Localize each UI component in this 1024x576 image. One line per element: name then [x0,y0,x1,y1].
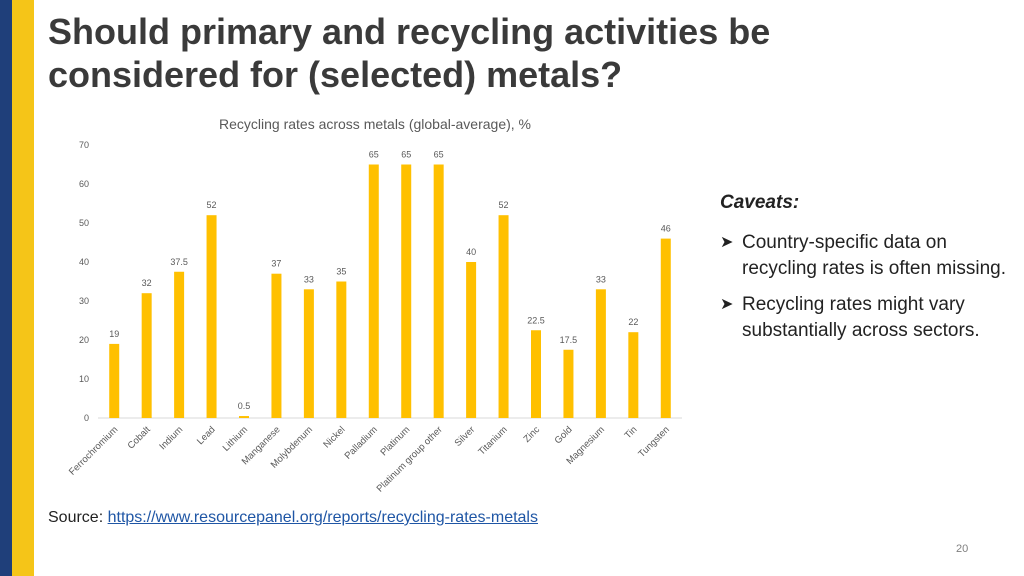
y-tick-label: 10 [79,374,89,384]
caveats-heading: Caveats: [720,192,800,213]
source-link[interactable]: https://www.resourcepanel.org/reports/re… [107,509,538,526]
bar [498,215,509,418]
bar [628,332,639,418]
bar [109,343,120,418]
arrow-bullet-icon: ➤ [720,296,734,313]
bar [336,281,347,418]
side-accent-gold [12,0,34,576]
data-label: 0.5 [238,401,251,411]
bar [433,164,444,418]
x-tick-label: Palladium [343,424,380,461]
side-accent-blue [0,0,12,576]
data-label: 37 [271,259,281,269]
data-label: 40 [466,247,476,257]
caveat-text: Country-specific data on recycling rates… [742,232,1006,279]
data-label: 52 [499,200,509,210]
bar [206,215,217,418]
data-label: 52 [207,200,217,210]
caveat-text: Recycling rates might vary substantially… [742,294,980,341]
y-tick-label: 60 [79,179,89,189]
y-tick-label: 70 [79,140,89,150]
source-line: Source: https://www.resourcepanel.org/re… [48,509,538,527]
y-tick-label: 50 [79,218,89,228]
y-tick-label: 0 [84,413,89,423]
data-label: 35 [336,267,346,277]
bar [174,271,185,418]
x-tick-label: Nickel [321,424,347,450]
bar [303,289,314,418]
bar [660,238,671,418]
data-label: 65 [434,150,444,160]
x-tick-label: Ferrochromium [67,424,120,477]
caveat-item: ➤ Country-specific data on recycling rat… [720,230,1010,282]
x-tick-label: Lead [195,424,218,447]
data-label: 33 [596,274,606,284]
y-tick-label: 30 [79,296,89,306]
x-tick-label: Tin [623,424,640,441]
data-label: 33 [304,274,314,284]
bar [401,164,412,418]
bar [271,273,282,418]
chart-title: Recycling rates across metals (global-av… [218,116,531,132]
x-tick-label: Zinc [522,424,543,445]
arrow-bullet-icon: ➤ [720,234,734,251]
bar [239,416,249,418]
x-tick-label: Indium [157,424,185,452]
x-tick-label: Cobalt [126,424,153,451]
data-label: 46 [661,224,671,234]
data-label: 22 [628,317,638,327]
data-label: 65 [369,150,379,160]
bar [466,262,477,418]
source-label: Source: [48,509,104,526]
y-tick-label: 20 [79,335,89,345]
page-number: 20 [956,543,969,555]
data-label: 22.5 [527,315,545,325]
data-label: 37.5 [170,257,188,267]
data-label: 65 [401,150,411,160]
x-tick-label: Tungsten [636,424,672,460]
bar [563,349,574,418]
caveat-item: ➤ Recycling rates might vary substantial… [720,292,1010,344]
x-tick-label: Silver [453,424,478,449]
data-label: 32 [142,278,152,288]
data-label: 19 [109,329,119,339]
x-tick-label: Gold [553,424,575,446]
caveats-box: Caveats: ➤ Country-specific data on recy… [720,190,1010,354]
bar [141,293,152,418]
x-tick-label: Titanium [476,424,509,457]
y-tick-label: 40 [79,257,89,267]
slide-title: Should primary and recycling activities … [48,11,771,95]
x-tick-label: Lithium [221,424,250,453]
bar [531,330,541,418]
bar [595,289,606,418]
bar-chart: 0 10 20 30 40 50 60 70 19 Ferrochromium 32 Cobalt 37… [67,140,682,494]
x-tick-label: Platinum group other [375,424,445,494]
bar [368,164,379,418]
data-label: 17.5 [560,335,578,345]
